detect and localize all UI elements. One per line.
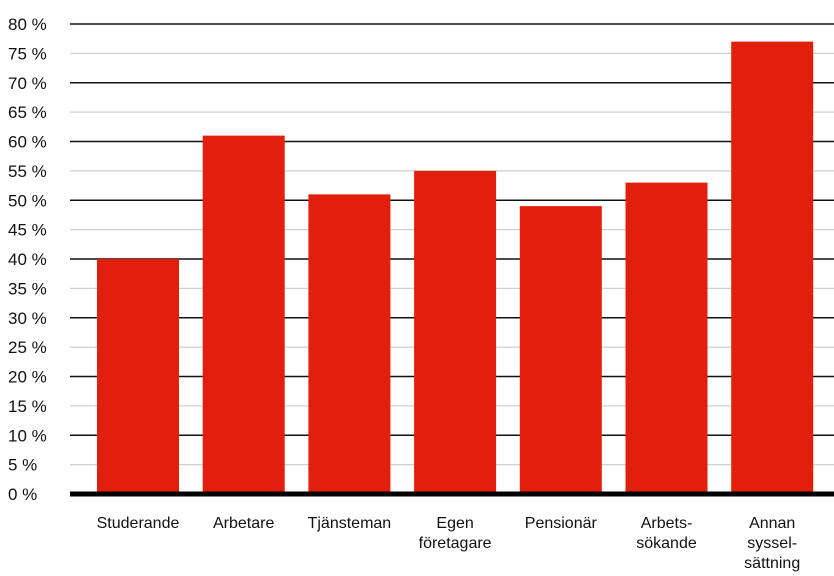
x-tick-label: Pensionär (525, 515, 598, 532)
bars (97, 41, 814, 494)
y-tick-label: 45 % (8, 221, 47, 240)
bar (308, 194, 391, 494)
y-tick-label: 0 % (8, 485, 37, 504)
y-tick-label: 70 % (8, 74, 47, 93)
bar (625, 182, 708, 494)
x-tick-label: Studerande (97, 515, 180, 532)
x-tick-label: Arbetare (213, 515, 274, 532)
y-tick-label: 75 % (8, 44, 47, 63)
x-tick-label: Arbets-sökande (636, 515, 697, 552)
y-tick-label: 40 % (8, 250, 47, 269)
bar (731, 41, 814, 494)
y-tick-label: 20 % (8, 368, 47, 387)
bar (414, 170, 497, 494)
y-tick-label: 35 % (8, 279, 47, 298)
x-tick-label: Egen företagare (419, 515, 492, 552)
bar (202, 135, 285, 494)
y-tick-label: 10 % (8, 426, 47, 445)
x-tick-label: Tjänsteman (308, 515, 392, 532)
y-tick-label: 50 % (8, 191, 47, 210)
bar (97, 259, 179, 494)
x-tick-labels: Studerande Arbetare Tjänsteman Egen företaga… (97, 515, 801, 572)
y-tick-label: 80 % (8, 15, 47, 34)
y-tick-label: 65 % (8, 103, 47, 122)
y-tick-label: 30 % (8, 309, 47, 328)
y-tick-labels: 0 % 5 % 10 % 15 % 20 % 25 % 30 % 35 % 40 % 45 % 50… (8, 15, 47, 504)
y-tick-label: 55 % (8, 162, 47, 181)
y-tick-label: 5 % (8, 456, 37, 475)
y-tick-label: 15 % (8, 397, 47, 416)
y-tick-label: 60 % (8, 133, 47, 152)
x-tick-label: Annan syssel-sättning (744, 515, 800, 572)
bar (519, 206, 602, 494)
y-tick-label: 25 % (8, 338, 47, 357)
